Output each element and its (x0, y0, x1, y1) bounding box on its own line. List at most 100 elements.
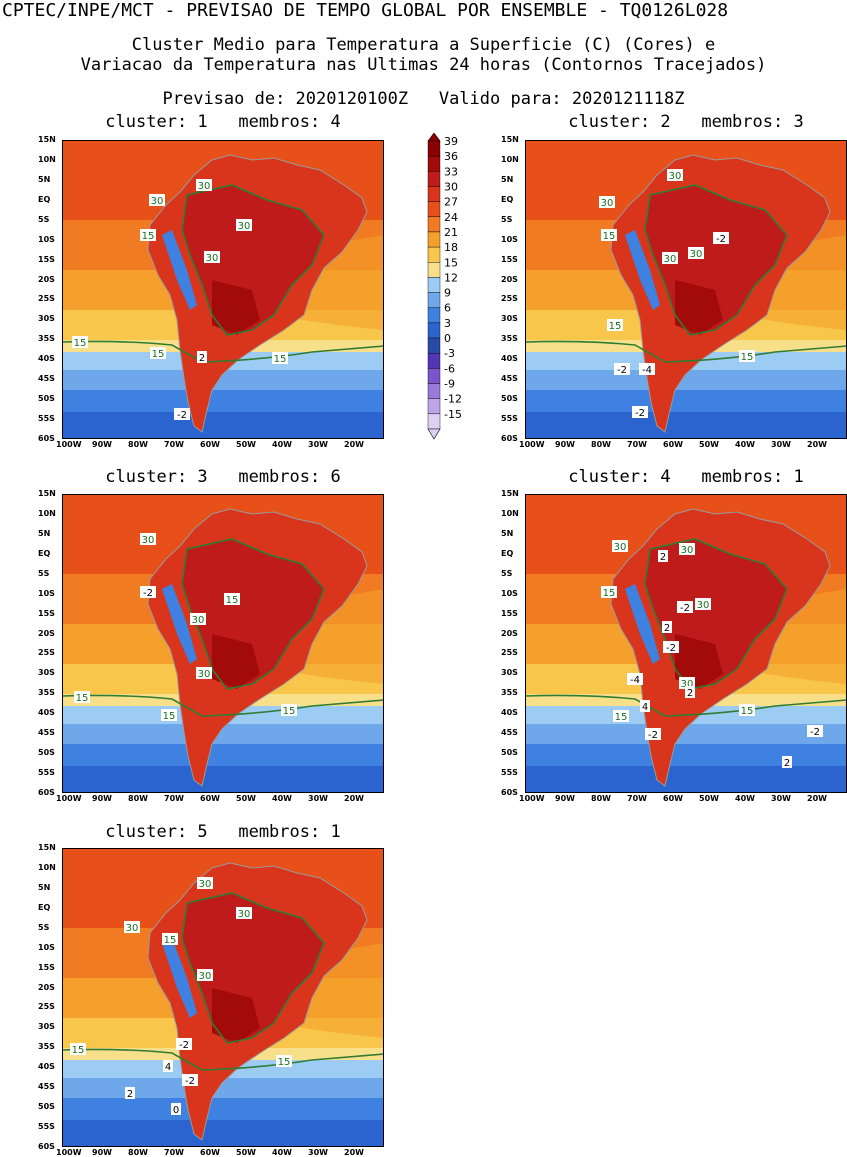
latitude-tick-label: EQ (38, 194, 51, 204)
contour-label: 15 (601, 229, 617, 242)
hottest-core-fill (675, 280, 723, 335)
map-frame (62, 140, 384, 439)
colorbar-arrow-top (427, 132, 441, 142)
contour-label: 2 (125, 1087, 135, 1100)
contour-label: 30 (204, 251, 220, 264)
latitude-tick-label: 60S (501, 434, 518, 443)
colorbar-label: 6 (444, 302, 451, 315)
svg-text:-2: -2 (716, 234, 726, 245)
colorbar-segment (427, 246, 441, 263)
contour-label: 30 (124, 921, 140, 934)
svg-text:2: 2 (784, 758, 790, 769)
latitude-tick-label: 55S (38, 768, 55, 778)
latitude-tick-label: 35S (501, 334, 518, 344)
contour-label: 15 (150, 347, 166, 360)
longitude-tick-label: 100W (56, 1148, 82, 1157)
andes-cold-strip (162, 230, 197, 310)
contour-label: 15 (613, 710, 629, 723)
latitude-tick-label: 25S (501, 648, 518, 658)
contour-label: 30 (599, 196, 615, 209)
contour-label: -2 (632, 406, 648, 419)
svg-text:2: 2 (664, 623, 670, 634)
svg-text:2: 2 (660, 552, 666, 563)
svg-text:15: 15 (274, 354, 287, 365)
latitude-tick-label: 35S (501, 688, 518, 698)
temperature-band (62, 390, 384, 412)
latitude-tick-label: 45S (38, 728, 55, 738)
longitude-tick-label: 60W (663, 440, 683, 449)
latitude-tick-label: 10N (38, 508, 56, 518)
temperature-band (525, 370, 847, 390)
svg-text:30: 30 (199, 879, 212, 890)
cluster-title: cluster: 3 membros: 6 (105, 467, 341, 487)
longitude-tick-label: 90W (92, 794, 112, 803)
svg-text:15: 15 (226, 595, 239, 606)
svg-text:30: 30 (664, 254, 677, 265)
colorbar-label: -3 (444, 347, 455, 360)
contour-label: -2 (713, 232, 729, 245)
colorbar-label: -15 (444, 408, 462, 421)
svg-text:30: 30 (126, 923, 139, 934)
colorbar-label: 3 (444, 317, 451, 330)
contour-30 (644, 184, 788, 336)
svg-text:30: 30 (192, 615, 205, 626)
latitude-tick-label: 50S (38, 1102, 55, 1112)
latitude-tick-label: 15N (38, 135, 56, 144)
longitude-tick-label: 60W (663, 794, 683, 803)
colorbar-label: 18 (444, 241, 458, 254)
latitude-tick-label: 35S (38, 334, 55, 344)
latitude-tick-label: 10N (501, 508, 519, 518)
svg-text:15: 15 (741, 706, 754, 717)
svg-text:-2: -2 (179, 1040, 189, 1051)
latitude-tick-label: 15S (38, 254, 55, 264)
latitude-tick-label: 20S (501, 628, 518, 638)
cluster-title: cluster: 1 membros: 4 (105, 112, 341, 132)
colorbar-label: 12 (444, 271, 458, 284)
svg-text:2: 2 (687, 688, 693, 699)
contour-label: 15 (281, 704, 297, 717)
contour-label: 30 (140, 533, 156, 546)
contour-label: 30 (197, 969, 213, 982)
contour-label: -2 (176, 1038, 192, 1051)
contour-label: 30 (612, 540, 628, 553)
longitude-tick-label: 90W (92, 1148, 112, 1157)
latitude-tick-label: 35S (38, 1042, 55, 1052)
contour-label: 2 (658, 550, 668, 563)
svg-text:15: 15 (603, 231, 616, 242)
latitude-tick-label: 55S (38, 1122, 55, 1132)
svg-text:4: 4 (165, 1062, 171, 1073)
svg-text:30: 30 (151, 196, 164, 207)
svg-text:15: 15 (76, 693, 89, 704)
latitude-tick-label: 40S (501, 354, 518, 364)
svg-text:-2: -2 (185, 1076, 195, 1087)
longitude-tick-label: 70W (164, 1148, 184, 1157)
svg-text:15: 15 (164, 935, 177, 946)
latitude-tick-label: EQ (38, 548, 51, 558)
contour-label: 4 (163, 1060, 173, 1073)
temperature-band (525, 390, 847, 412)
contour-label: 2 (662, 621, 672, 634)
contour-label: 15 (739, 704, 755, 717)
temperature-band (62, 412, 384, 439)
subtitle-line-1: Cluster Medio para Temperatura a Superfi… (131, 35, 716, 55)
temperature-band (62, 724, 384, 744)
contour-30 (181, 184, 325, 336)
latitude-tick-label: 55S (501, 768, 518, 778)
svg-text:15: 15 (163, 711, 176, 722)
latitude-tick-label: 40S (38, 354, 55, 364)
svg-text:30: 30 (669, 171, 682, 182)
latitude-tick-label: 25S (38, 648, 55, 658)
hottest-core-fill (212, 280, 260, 335)
latitude-tick-label: 35S (38, 688, 55, 698)
svg-text:30: 30 (142, 535, 155, 546)
latitude-tick-label: 15N (38, 843, 56, 852)
temperature-band (62, 1098, 384, 1120)
longitude-tick-label: 30W (771, 440, 791, 449)
latitude-tick-label: 15N (501, 135, 519, 144)
contour-label: 15 (272, 352, 288, 365)
latitude-tick-label: 50S (38, 394, 55, 404)
longitude-tick-label: 70W (627, 794, 647, 803)
contour-30 (181, 892, 325, 1044)
latitude-tick-label: 50S (38, 748, 55, 758)
contour-label: 30 (197, 877, 213, 890)
